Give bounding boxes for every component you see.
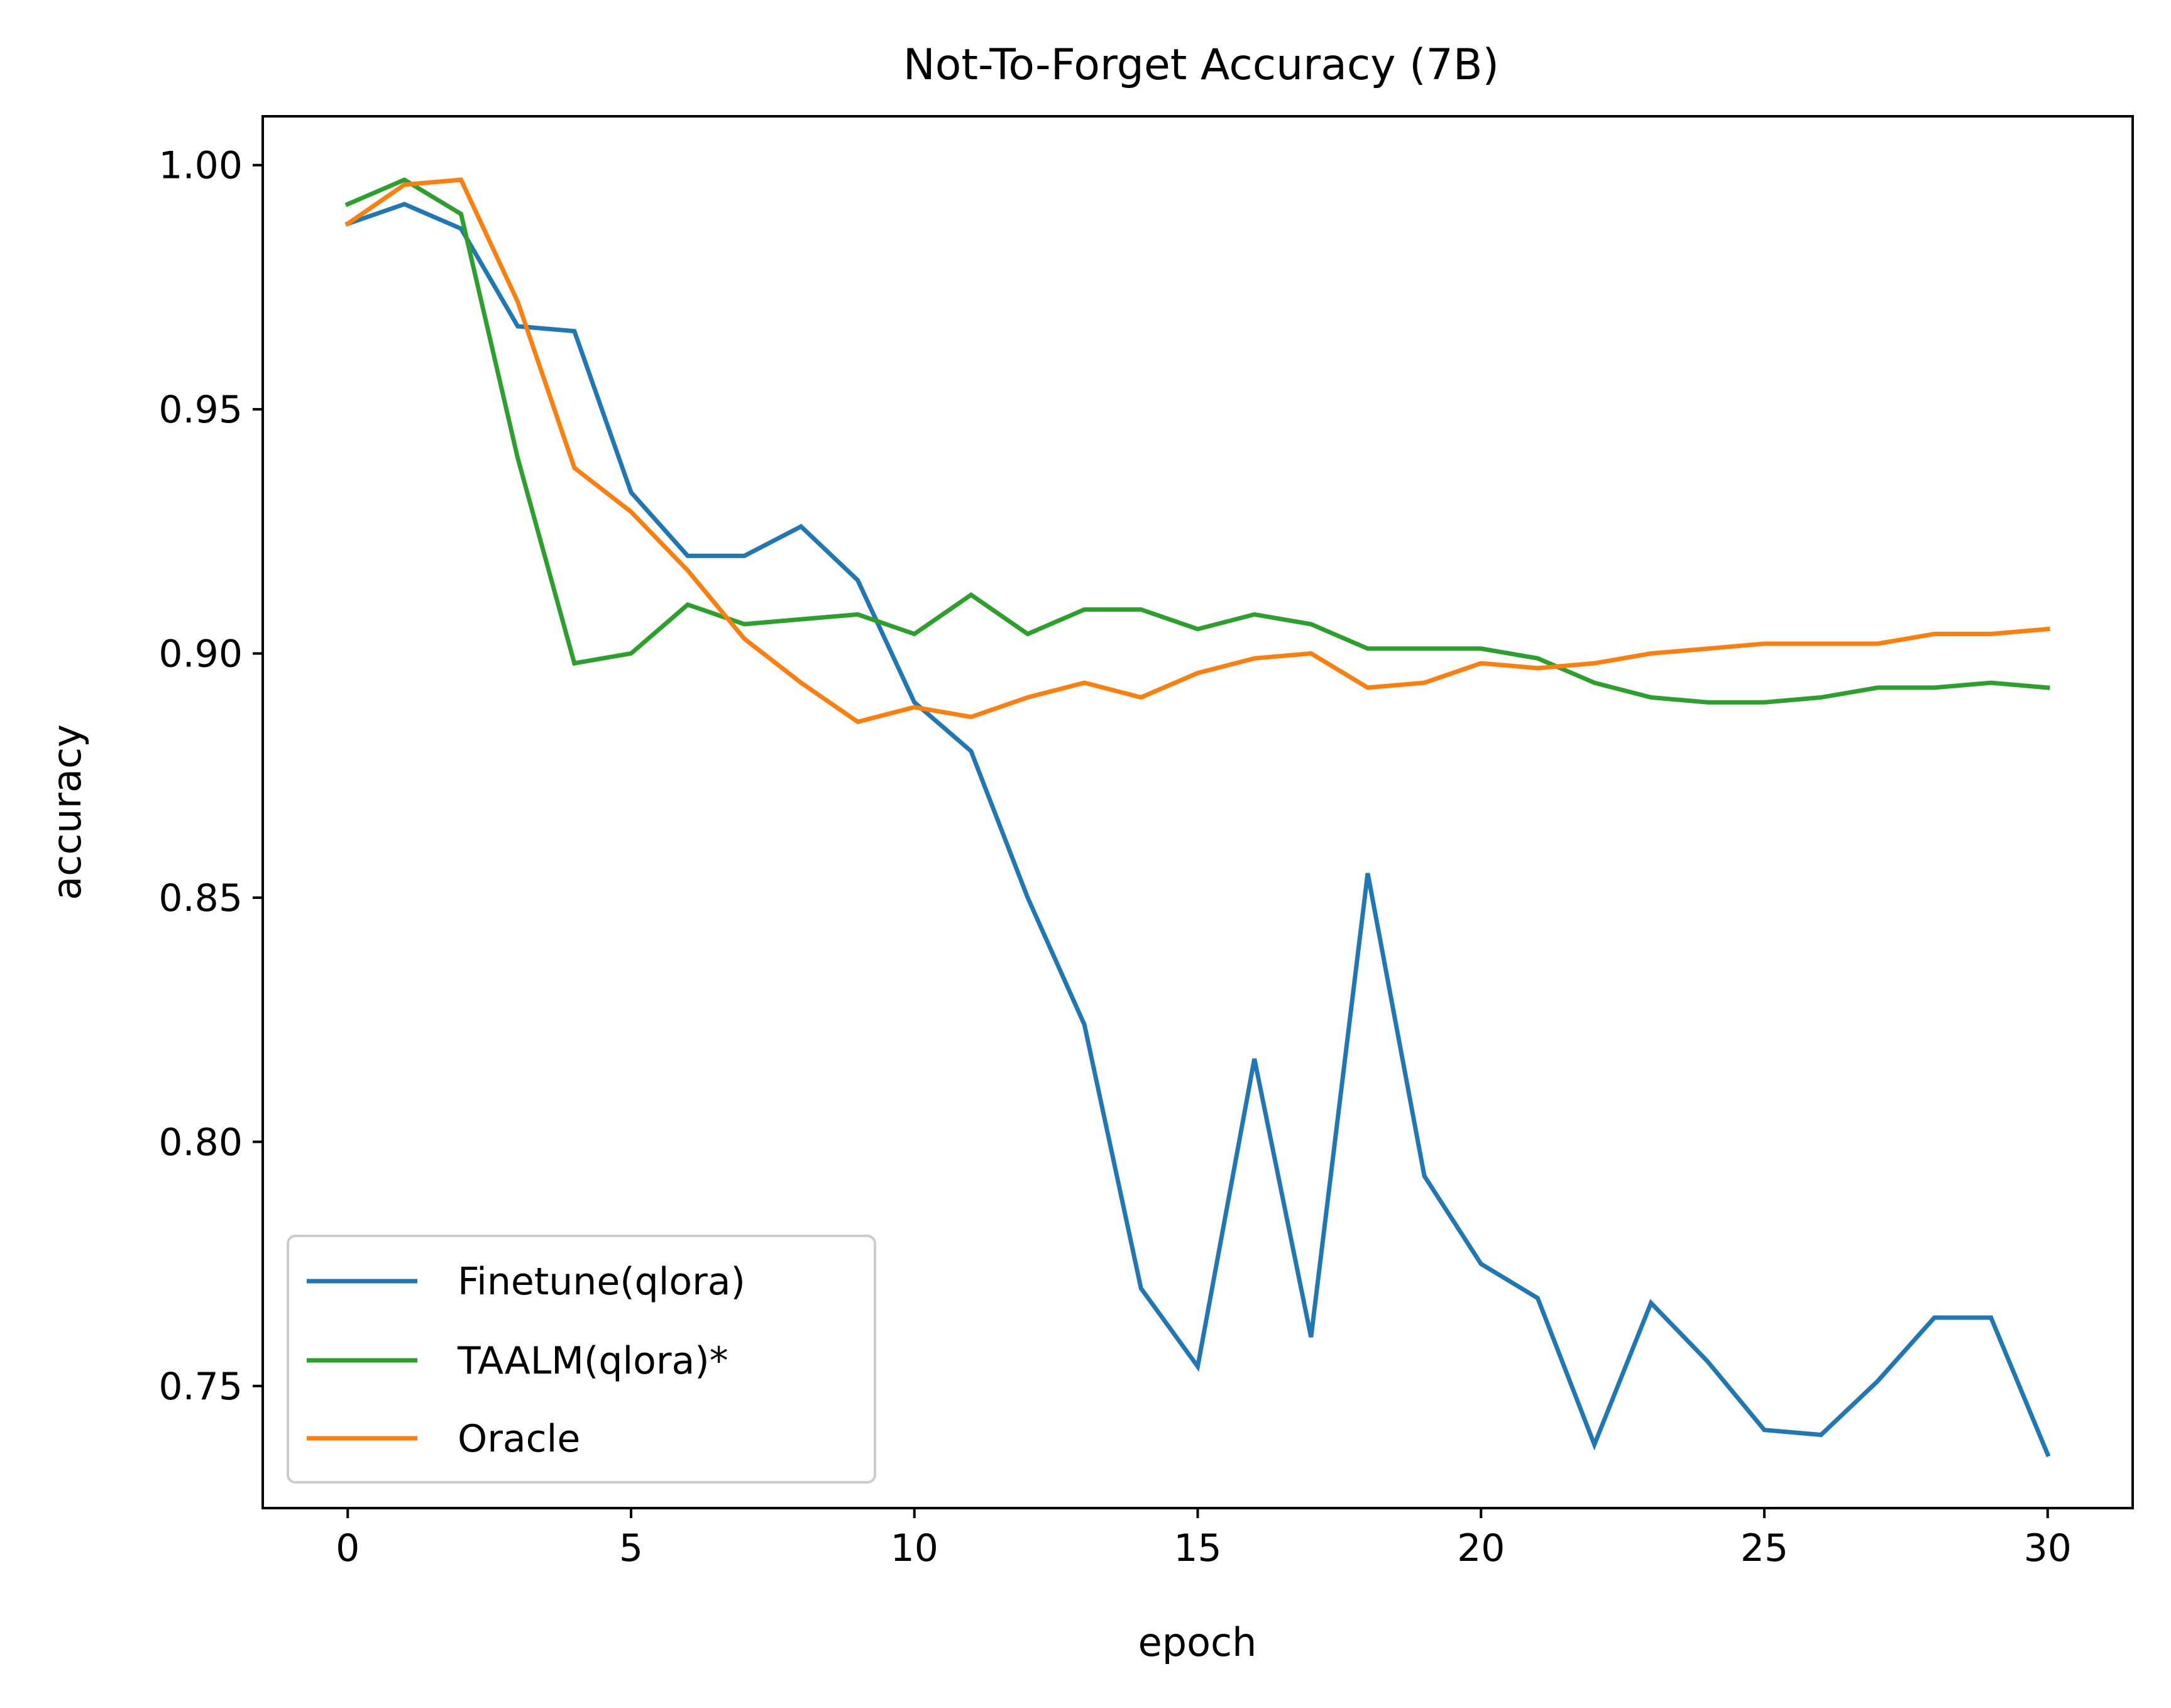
legend-label-finetune: Finetune(qlora) bbox=[458, 1260, 745, 1304]
x-tick-label: 30 bbox=[2024, 1526, 2072, 1570]
x-tick-label: 25 bbox=[1740, 1526, 1788, 1570]
series-line-1 bbox=[344, 177, 2050, 705]
y-tick-label: 0.80 bbox=[158, 1120, 243, 1164]
y-axis-label: accuracy bbox=[44, 724, 90, 900]
x-tick-label: 10 bbox=[891, 1526, 938, 1570]
series-layer bbox=[344, 177, 2051, 1458]
legend-label-taalm: TAALM(qlora)* bbox=[457, 1339, 728, 1383]
series-line-0 bbox=[344, 202, 2051, 1458]
legend-box bbox=[287, 1235, 876, 1484]
series-line-2 bbox=[344, 177, 2050, 725]
x-axis-label: epoch bbox=[1138, 1619, 1257, 1665]
legend-label-oracle: Oracle bbox=[458, 1417, 580, 1461]
y-axis-ticks: 0.75 0.80 0.85 0.90 0.95 1.00 bbox=[158, 144, 263, 1409]
x-tick-label: 5 bbox=[619, 1526, 643, 1570]
x-tick-label: 15 bbox=[1173, 1526, 1221, 1570]
x-tick-label: 0 bbox=[336, 1526, 360, 1570]
y-tick-label: 0.90 bbox=[158, 632, 243, 676]
y-tick-label: 0.85 bbox=[158, 876, 243, 920]
x-axis-ticks: 0 5 10 15 20 25 30 bbox=[336, 1508, 2072, 1570]
y-tick-label: 0.95 bbox=[158, 388, 243, 432]
y-tick-label: 1.00 bbox=[158, 144, 243, 188]
x-tick-label: 20 bbox=[1457, 1526, 1505, 1570]
y-tick-label: 0.75 bbox=[158, 1365, 243, 1409]
chart-title: Not-To-Forget Accuracy (7B) bbox=[903, 40, 1499, 90]
legend: Finetune(qlora) TAALM(qlora)* Oracle bbox=[287, 1235, 876, 1484]
